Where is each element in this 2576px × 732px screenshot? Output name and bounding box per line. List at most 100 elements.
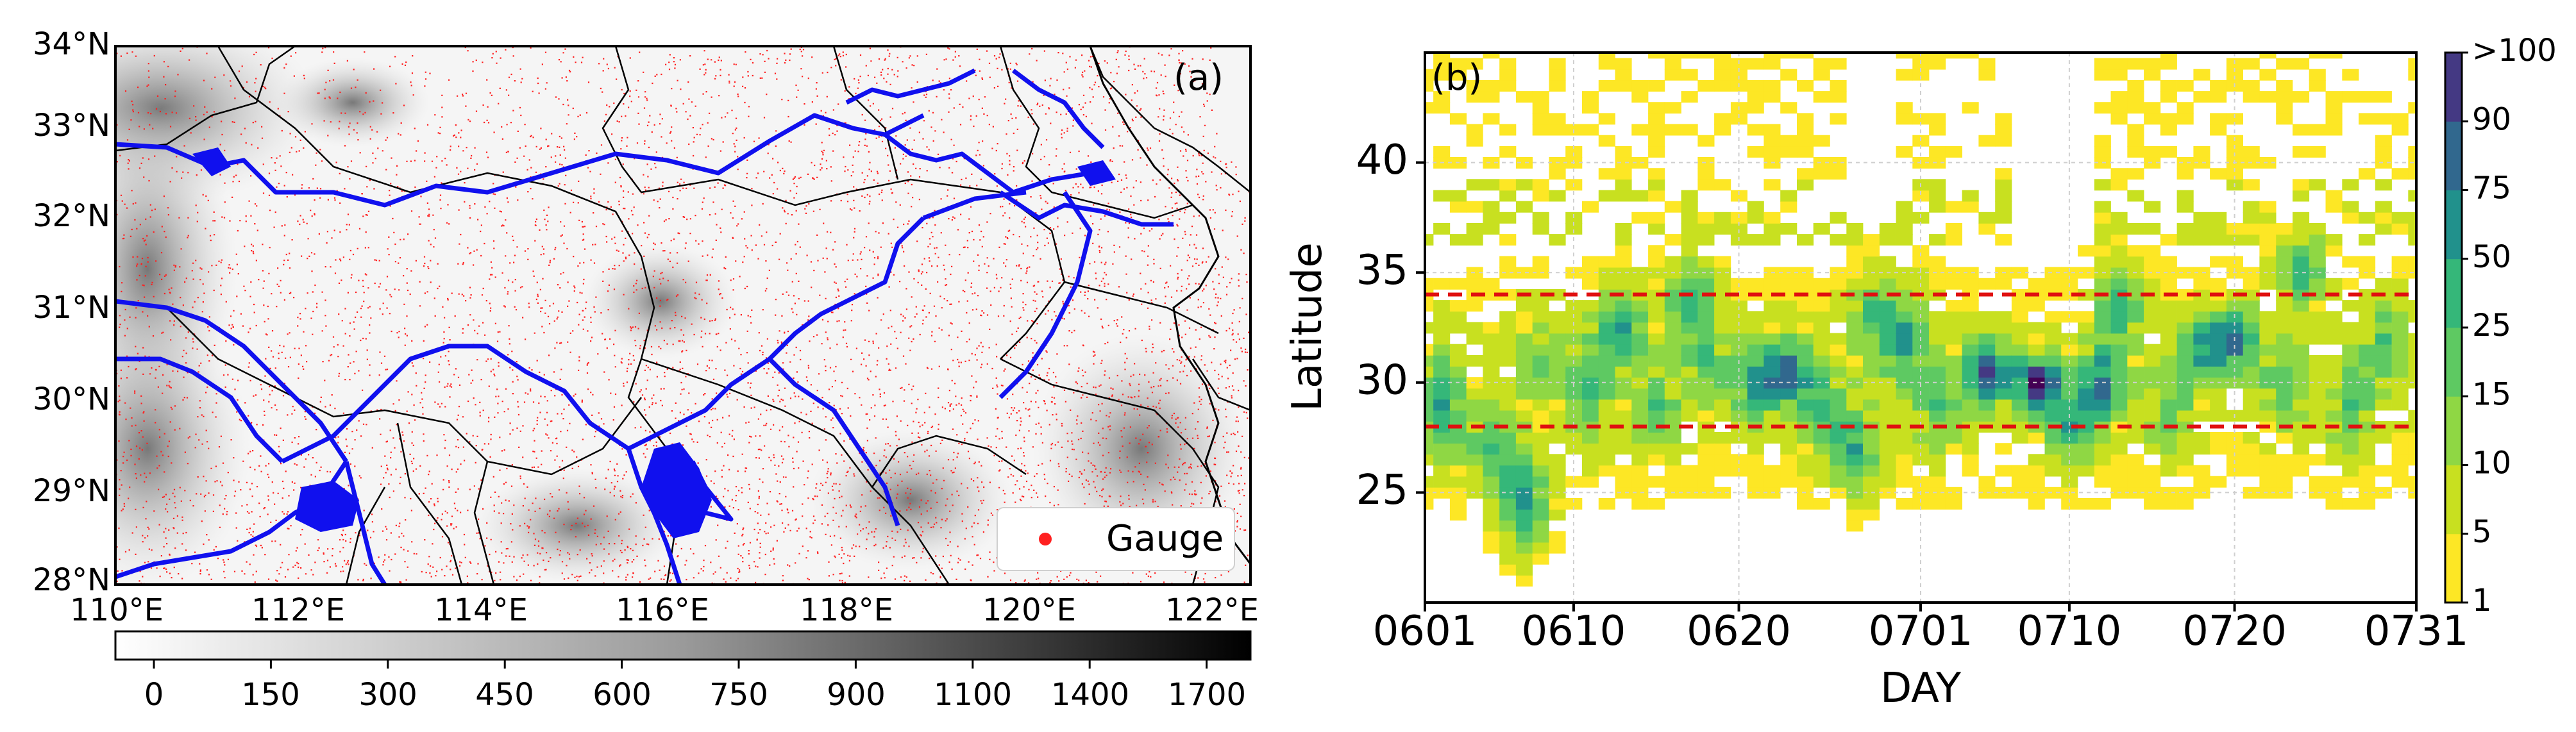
precip-cell (1681, 245, 1698, 257)
precip-cell (2359, 288, 2376, 301)
precip-cell (1962, 410, 1979, 422)
precip-cell (1466, 91, 1483, 103)
precip-cell (2127, 388, 2144, 400)
precip-cell (2176, 487, 2194, 499)
precip-cell (2359, 212, 2376, 224)
precip-cell (1846, 454, 1864, 466)
precip-cell (1433, 354, 1451, 367)
precip-cell (2094, 212, 2111, 224)
precip-cell (1515, 410, 1533, 422)
precip-cell (2078, 366, 2095, 378)
precip-field (1425, 53, 2416, 587)
precip-cell (1995, 344, 2012, 356)
precip-cell (1978, 322, 1996, 334)
precip-cell (2293, 344, 2310, 356)
colorbar-tick-label: 900 (827, 677, 886, 713)
precip-cell (2078, 420, 2095, 433)
precip-cell (2276, 366, 2293, 378)
precip-cell (1499, 311, 1517, 323)
precip-cell (1747, 91, 1764, 103)
precip-cell (2044, 333, 2062, 345)
precip-cell (1797, 124, 1814, 136)
precip-cell (1879, 388, 1896, 400)
precip-cell (2011, 288, 2028, 301)
precip-cell (1846, 267, 1864, 279)
precip-cell (1648, 212, 1665, 224)
gridlines (1425, 53, 2416, 603)
precip-cell (2325, 53, 2343, 59)
precip-cell (1681, 53, 1698, 59)
precip-cell (1466, 322, 1483, 334)
precip-cell (2127, 102, 2144, 114)
precip-cell (1449, 113, 1467, 125)
precip-cell (2193, 465, 2210, 477)
precip-cell (1631, 91, 1649, 103)
precip-cell (1697, 344, 1715, 356)
precip-cell (2110, 245, 2128, 257)
precip-cell (1466, 223, 1483, 235)
precip-cell (1945, 354, 1962, 367)
precip-cell (1681, 256, 1698, 268)
precip-cell (1697, 354, 1715, 367)
precip-cell (1780, 322, 1797, 334)
precip-cell (1945, 498, 1962, 510)
precip-cell (1483, 520, 1500, 532)
precip-cell (1846, 443, 1864, 455)
precip-cell (1425, 476, 1434, 488)
precip-cell (2094, 366, 2111, 378)
precip-cell (2127, 432, 2144, 444)
precip-cell (1797, 443, 1814, 455)
precip-cell (1449, 366, 1467, 378)
precip-cell (2259, 256, 2277, 268)
precip-cell (1797, 311, 1814, 323)
precip-cell (1846, 322, 1864, 334)
precip-cell (2391, 333, 2409, 345)
colorbar-tick-label: 450 (475, 677, 534, 713)
precip-cell (2243, 288, 2260, 301)
precip-cell (1962, 333, 1979, 345)
precip-cell (1697, 487, 1715, 499)
y-tick-label: 40 (1356, 137, 1408, 184)
precip-cell (2259, 69, 2277, 81)
precip-cell (1945, 377, 1962, 389)
precip-cell (1747, 432, 1764, 444)
colorbar-tick-label: 10 (2472, 445, 2511, 481)
precip-cell (1813, 366, 1830, 378)
precip-cell (2160, 322, 2177, 334)
precip-cell (1483, 388, 1500, 400)
precip-cell (1995, 354, 2012, 367)
precip-cell (2293, 124, 2310, 136)
precip-cell (1598, 366, 1615, 378)
precip-cell (2144, 487, 2161, 499)
precip-cell (1813, 377, 1830, 389)
precip-cell (1598, 388, 1615, 400)
precip-cell (1962, 443, 1979, 455)
precip-cell (1863, 366, 1880, 378)
precip-cell (1631, 487, 1649, 499)
precip-cell (2375, 399, 2392, 411)
precip-cell (1830, 91, 1847, 103)
precip-cell (1945, 366, 1962, 378)
precip-cell (1995, 333, 2012, 345)
precip-cell (2359, 498, 2376, 510)
lat-tick: 33°N (33, 108, 110, 144)
precip-cell (2226, 300, 2243, 312)
precip-cell (2176, 443, 2194, 455)
precip-cell (1681, 388, 1698, 400)
panel-a-label: (a) (1174, 57, 1224, 99)
precip-cell (2259, 311, 2277, 323)
precip-cell (1499, 410, 1517, 422)
precip-cell (2110, 443, 2128, 455)
precip-cell (1631, 476, 1649, 488)
precip-cell (1664, 388, 1681, 400)
precip-cell (2243, 234, 2260, 246)
precip-cell (1846, 256, 1864, 268)
precip-cell (1780, 354, 1797, 367)
precip-cell (1615, 410, 1632, 422)
precip-cell (1515, 575, 1533, 587)
precip-cell (1681, 366, 1698, 378)
precip-cell (2193, 432, 2210, 444)
precip-cell (1797, 146, 1814, 158)
precip-cell (2342, 69, 2359, 81)
precip-cell (1830, 432, 1847, 444)
